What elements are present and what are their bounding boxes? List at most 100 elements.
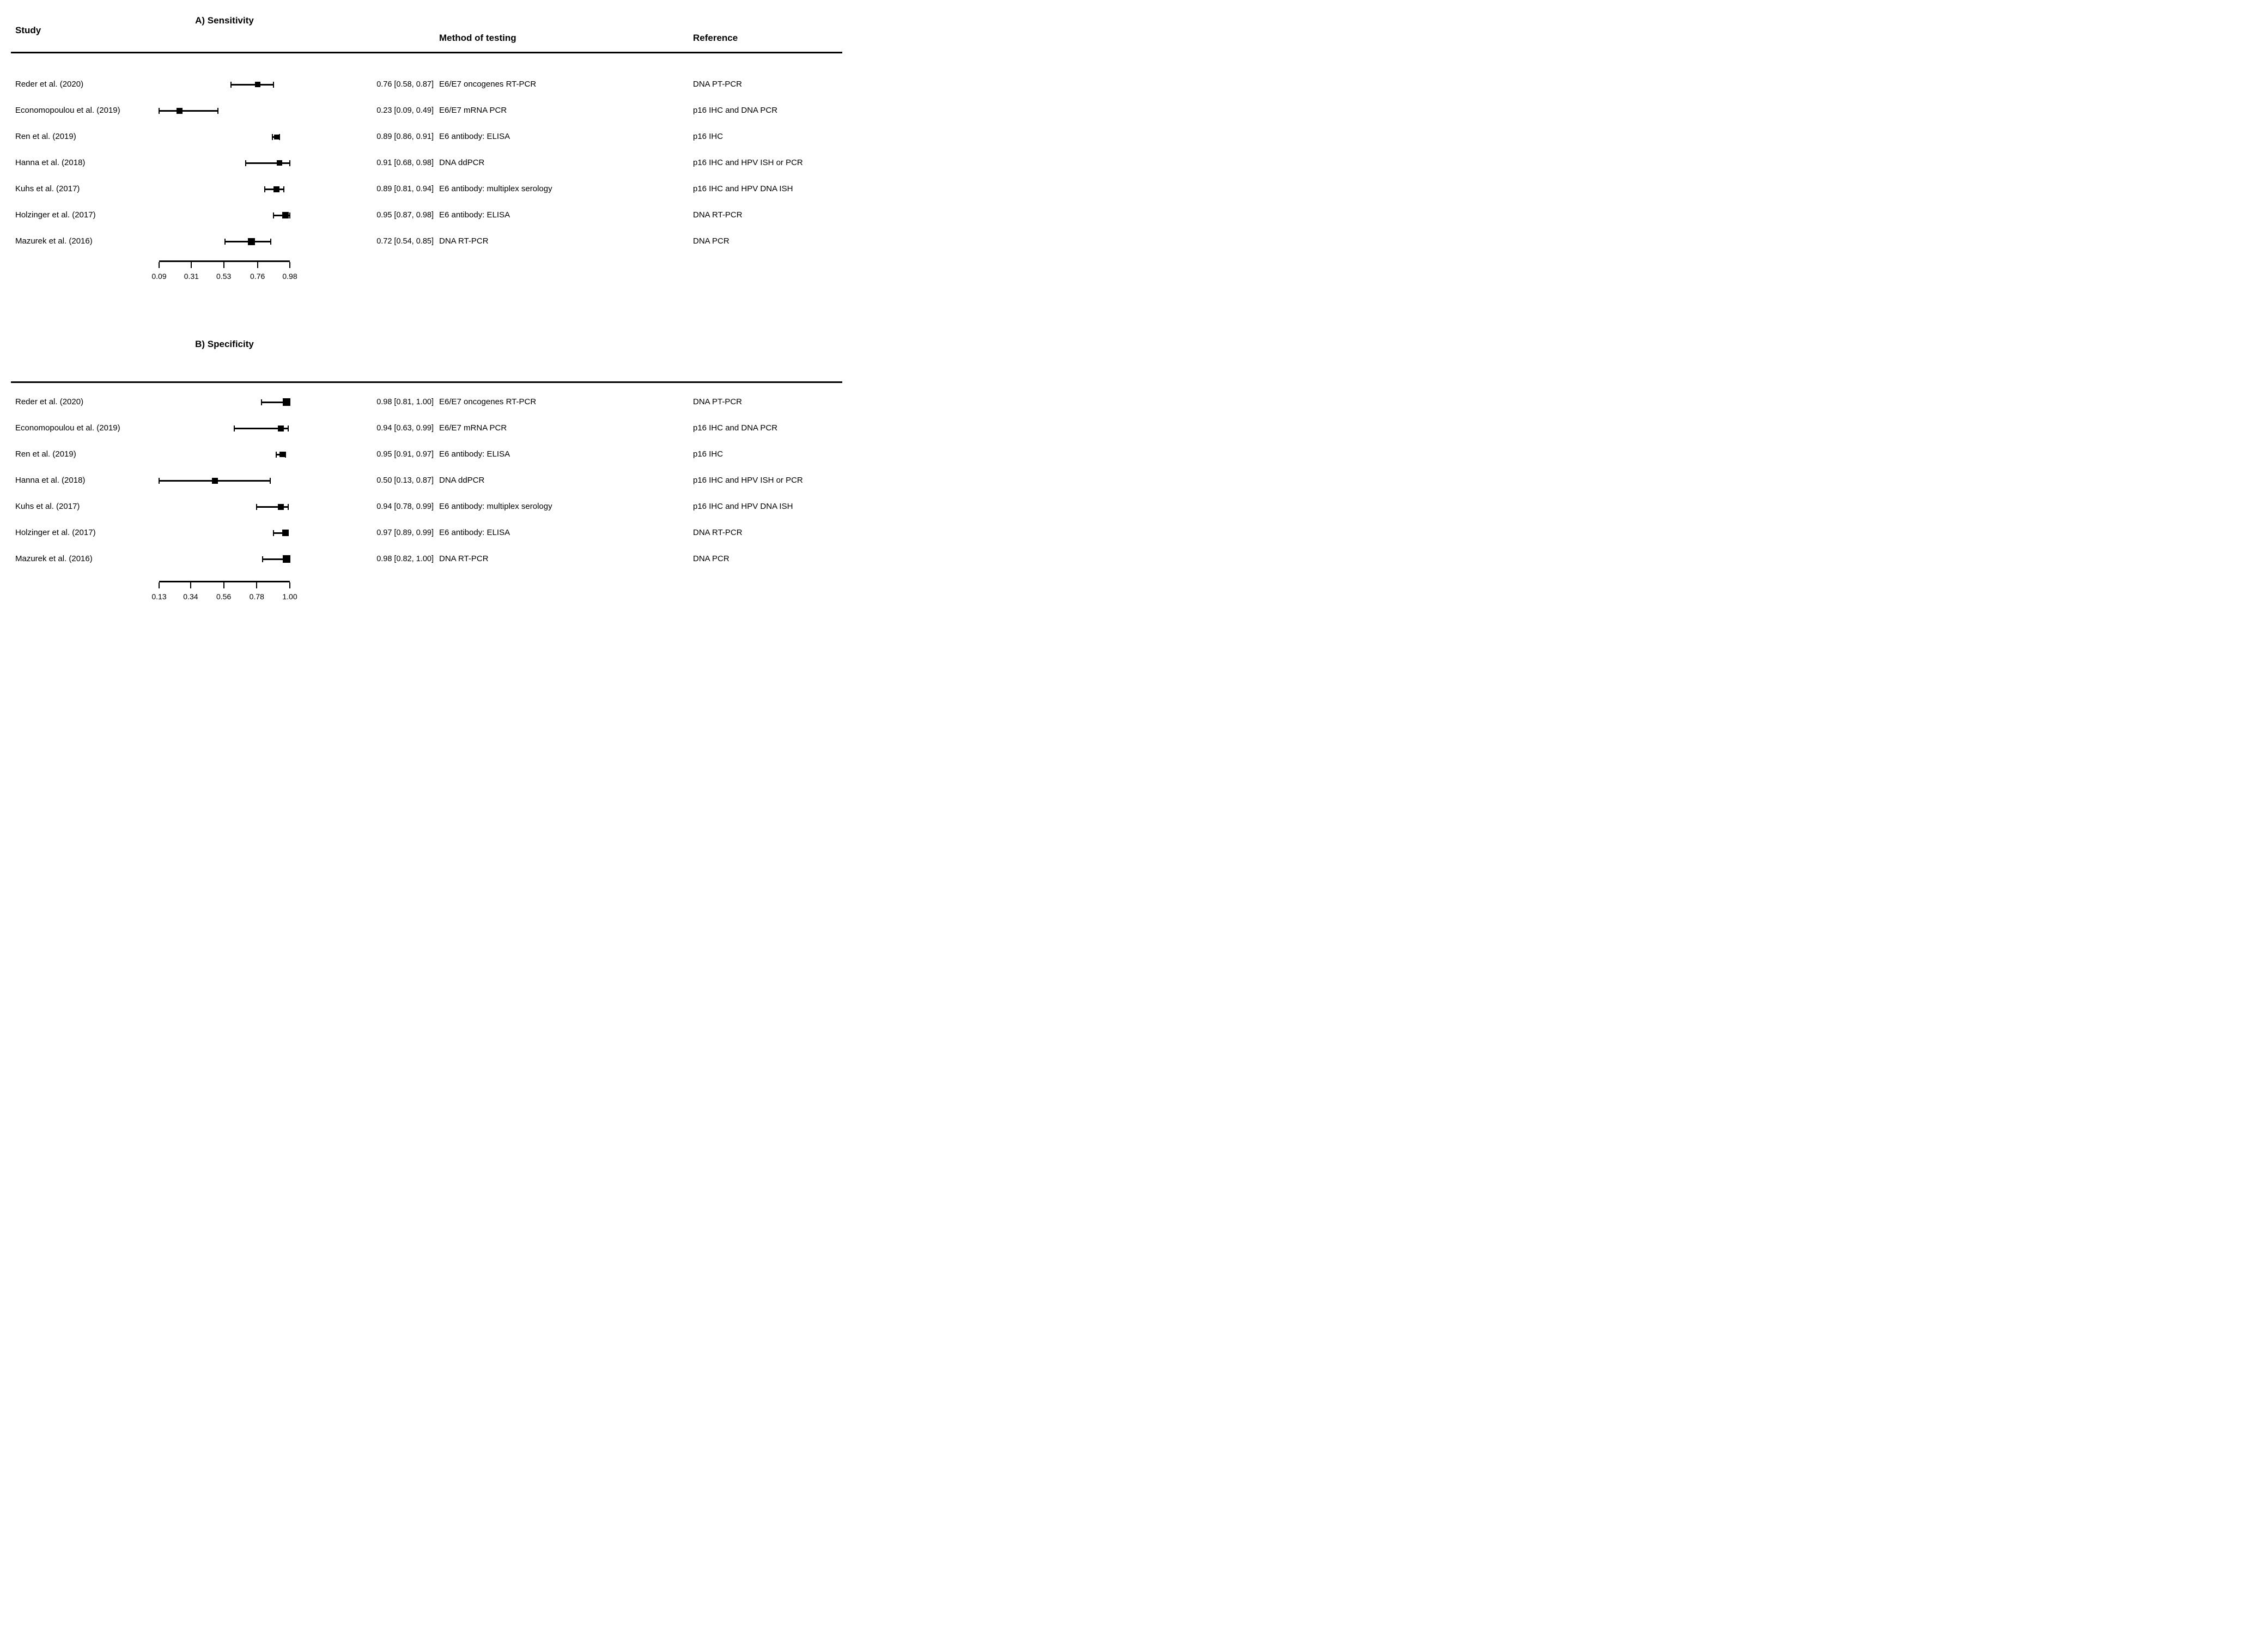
ci-plot: [159, 71, 290, 98]
panel-b-title: B) Specificity: [195, 339, 254, 349]
ci-cap-low: [245, 160, 247, 166]
axis-tick-label: 0.56: [216, 592, 232, 601]
ci-cap-high: [270, 477, 271, 484]
estimate-ci-label: 0.76 [0.58, 0.87]: [376, 80, 434, 89]
forest-row: Kuhs et al. (2017) 0.89 [0.81, 0.94] E6 an…: [0, 176, 850, 202]
reference-standard: p16 IHC and HPV DNA ISH: [693, 502, 793, 511]
panel-b-divider-line: [11, 381, 842, 383]
study-name: Holzinger et al. (2017): [15, 528, 96, 537]
method-of-testing: E6/E7 oncogenes RT-PCR: [439, 80, 537, 89]
forest-row: Holzinger et al. (2017) 0.97 [0.89, 0.99]…: [0, 520, 850, 546]
ci-plot: [159, 546, 291, 572]
estimate-marker: [277, 425, 284, 431]
ci-plot: [159, 467, 290, 494]
axis-tick: [190, 582, 191, 588]
axis-tick: [223, 582, 224, 588]
reference-standard: p16 IHC and DNA PCR: [693, 106, 778, 115]
axis-tick: [159, 582, 160, 588]
forest-row: Kuhs et al. (2017) 0.94 [0.78, 0.99] E6 an…: [0, 494, 850, 520]
study-name: Reder et al. (2020): [15, 397, 84, 406]
ci-line: [231, 84, 274, 86]
axis-tick-label: 0.98: [282, 272, 297, 281]
axis-tick-label: 0.78: [249, 592, 264, 601]
ci-cap-low: [159, 107, 160, 114]
study-name: Hanna et al. (2018): [15, 158, 86, 167]
axis-tick-label: 0.34: [183, 592, 198, 601]
estimate-ci-label: 0.94 [0.63, 0.99]: [376, 424, 434, 433]
ci-cap-high: [279, 133, 281, 140]
axis-tick-label: 0.13: [151, 592, 167, 601]
method-of-testing: E6 antibody: ELISA: [439, 528, 510, 537]
axis-tick: [223, 262, 224, 268]
reference-standard: p16 IHC and HPV ISH or PCR: [693, 476, 803, 485]
ci-line: [261, 402, 290, 403]
forest-row: Hanna et al. (2018) 0.50 [0.13, 0.87] DNA …: [0, 467, 850, 494]
axis-tick-label: 0.53: [216, 272, 232, 281]
method-of-testing: E6 antibody: ELISA: [439, 210, 510, 220]
reference-standard: DNA RT-PCR: [693, 528, 743, 537]
ci-line: [246, 162, 290, 164]
estimate-ci-label: 0.23 [0.09, 0.49]: [376, 106, 434, 115]
method-of-testing: DNA RT-PCR: [439, 236, 489, 246]
reference-standard: p16 IHC and DNA PCR: [693, 423, 778, 433]
ci-cap-high: [289, 212, 290, 218]
reference-standard: DNA RT-PCR: [693, 210, 743, 220]
ci-cap-low: [276, 451, 277, 458]
study-name: Ren et al. (2019): [15, 449, 76, 459]
estimate-marker: [273, 186, 280, 192]
ci-cap-low: [264, 186, 266, 192]
axis-line: [159, 581, 290, 582]
estimate-marker: [282, 530, 289, 536]
axis-tick: [257, 262, 258, 268]
axis-tick: [256, 582, 258, 588]
forest-row: Mazurek et al. (2016) 0.98 [0.82, 1.00] DN…: [0, 546, 850, 572]
estimate-marker: [254, 82, 260, 87]
method-of-testing: DNA ddPCR: [439, 476, 485, 485]
ci-cap-high: [217, 107, 218, 114]
ci-line: [257, 506, 289, 508]
axis-tick-label: 0.76: [250, 272, 265, 281]
ci-plot: [159, 98, 290, 124]
forest-row: Hanna et al. (2018) 0.91 [0.68, 0.98] DNA …: [0, 150, 850, 176]
method-of-testing: E6/E7 mRNA PCR: [439, 106, 507, 115]
ci-plot: [159, 150, 290, 176]
estimate-marker: [279, 452, 285, 457]
ci-line: [225, 241, 271, 242]
estimate-ci-label: 0.98 [0.82, 1.00]: [376, 555, 434, 563]
estimate-marker: [277, 503, 284, 510]
estimate-ci-label: 0.94 [0.78, 0.99]: [376, 502, 434, 511]
ci-plot: [159, 441, 290, 467]
estimate-ci-label: 0.50 [0.13, 0.87]: [376, 476, 434, 485]
ci-cap-low: [260, 399, 262, 405]
estimate-marker: [282, 212, 289, 218]
ci-cap-low: [262, 556, 264, 562]
axis-line: [159, 260, 290, 262]
ci-cap-low: [271, 133, 273, 140]
estimate-ci-label: 0.95 [0.91, 0.97]: [376, 450, 434, 459]
method-column-header: Method of testing: [439, 33, 516, 43]
ci-line: [263, 558, 290, 560]
ci-plot: [159, 228, 290, 254]
axis-tick: [159, 262, 160, 268]
study-column-header: Study: [15, 25, 41, 35]
ci-cap-low: [272, 530, 274, 536]
reference-standard: p16 IHC and HPV ISH or PCR: [693, 158, 803, 167]
forest-plot-figure: Study A) Sensitivity Method of testing R…: [0, 0, 850, 610]
reference-standard: p16 IHC and HPV DNA ISH: [693, 184, 793, 193]
ci-cap-high: [284, 451, 286, 458]
ci-plot: [159, 389, 291, 415]
axis-tick: [289, 262, 290, 268]
panel-a-axis: 0.09 0.31 0.53 0.76 0.98: [151, 260, 297, 284]
estimate-ci-label: 0.89 [0.81, 0.94]: [376, 185, 434, 193]
study-name: Economopoulou et al. (2019): [15, 423, 120, 433]
ci-cap-high: [288, 503, 289, 510]
forest-row: Economopoulou et al. (2019) 0.94 [0.63, 0…: [0, 415, 850, 441]
study-name: Mazurek et al. (2016): [15, 236, 93, 246]
reference-standard: DNA PT-PCR: [693, 80, 743, 89]
ci-plot: [159, 415, 290, 441]
estimate-ci-label: 0.98 [0.81, 1.00]: [376, 398, 434, 406]
method-of-testing: DNA RT-PCR: [439, 554, 489, 563]
estimate-ci-label: 0.95 [0.87, 0.98]: [376, 211, 434, 220]
ci-plot: [159, 124, 290, 150]
study-name: Reder et al. (2020): [15, 80, 84, 89]
